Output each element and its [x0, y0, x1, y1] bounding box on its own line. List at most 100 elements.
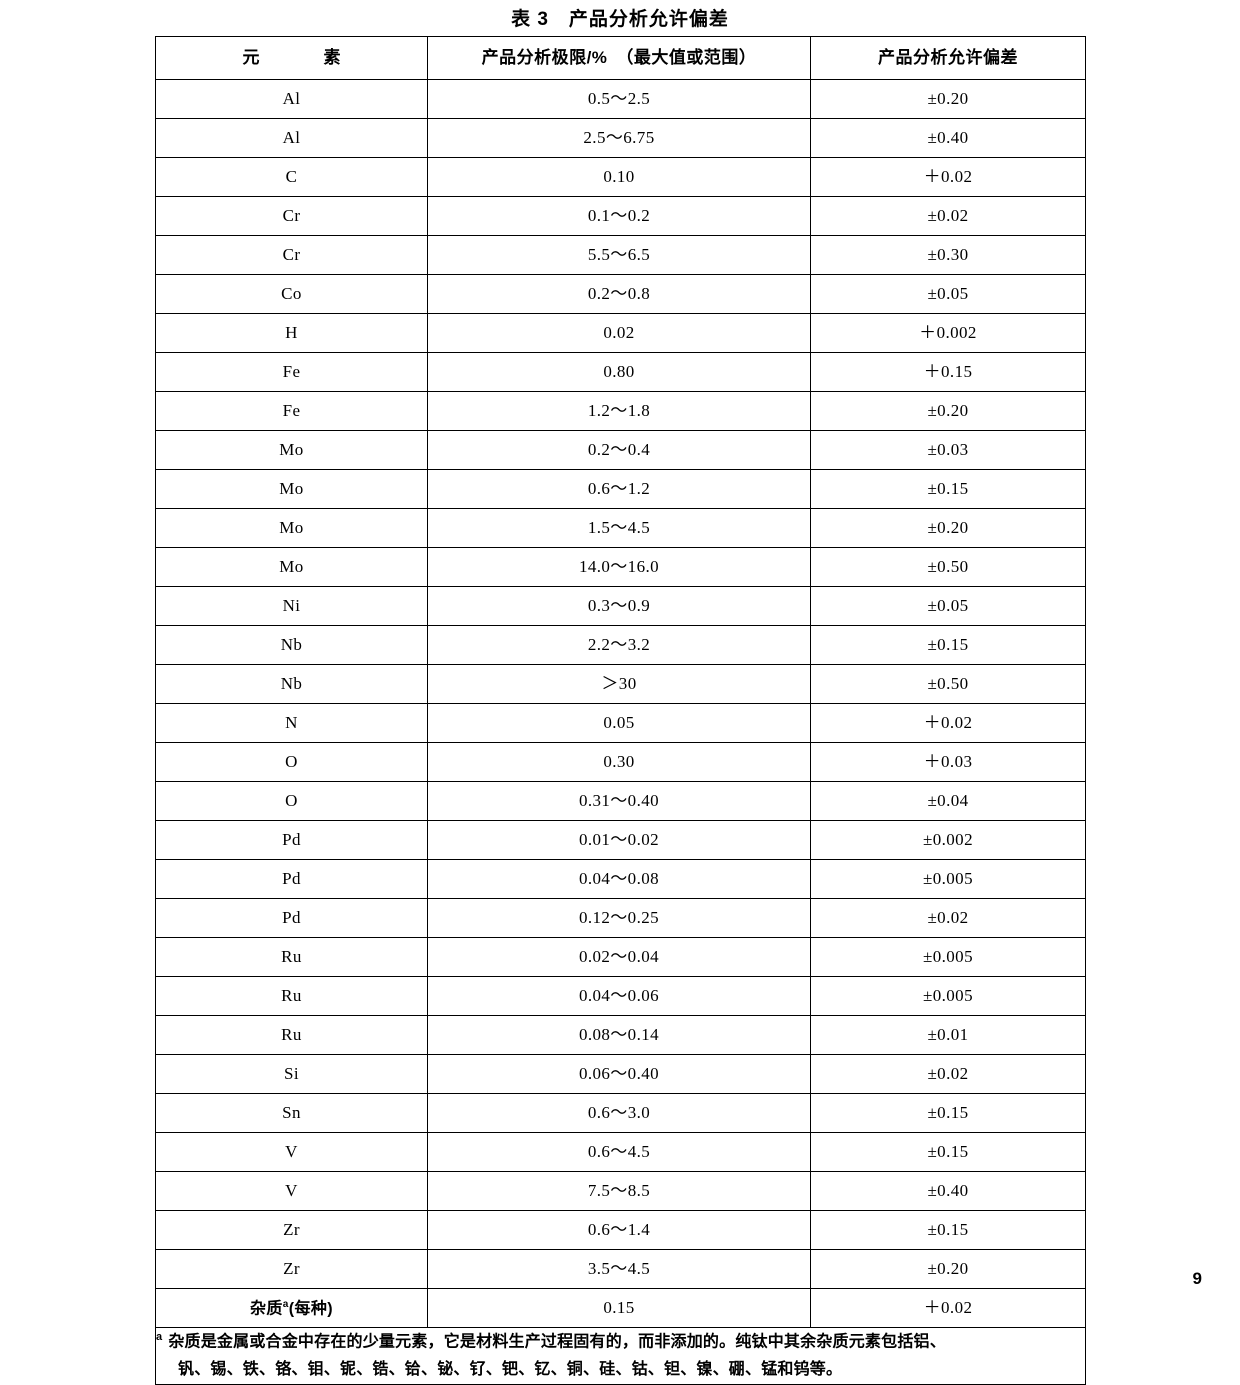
cell-analysis-limit: 0.06～0.40: [427, 1054, 811, 1094]
cell-allowable-tolerance: ±0.15: [810, 1093, 1086, 1133]
cell-allowable-tolerance: ±0.02: [810, 898, 1086, 938]
column-header-analysis-limit: 产品分析极限/% （最大值或范围）: [427, 36, 811, 80]
table-row: Nb 2.2～3.2 ±0.15: [155, 625, 1086, 665]
cell-element: Zr: [155, 1249, 428, 1289]
table-row: Ru 0.04～0.06 ±0.005: [155, 976, 1086, 1016]
cell-allowable-tolerance: ±0.005: [810, 976, 1086, 1016]
cell-allowable-tolerance: ±0.20: [810, 79, 1086, 119]
cell-element: Ru: [155, 976, 428, 1016]
cell-allowable-tolerance: ±0.50: [810, 664, 1086, 704]
table-row: O 0.31～0.40 ±0.04: [155, 781, 1086, 821]
cell-element: Ru: [155, 937, 428, 977]
table-row: H 0.02 ＋0.002: [155, 313, 1086, 353]
cell-allowable-tolerance: ±0.05: [810, 586, 1086, 626]
cell-element: Al: [155, 118, 428, 158]
cell-analysis-limit: 0.31～0.40: [427, 781, 811, 821]
table-row: Al 2.5～6.75 ±0.40: [155, 118, 1086, 158]
cell-analysis-limit: 0.3～0.9: [427, 586, 811, 626]
table-row: Pd 0.04～0.08 ±0.005: [155, 859, 1086, 899]
table-row: Sn 0.6～3.0 ±0.15: [155, 1093, 1086, 1133]
cell-element: Mo: [155, 430, 428, 470]
cell-analysis-limit: 1.2～1.8: [427, 391, 811, 431]
footnote-text: a 杂质是金属或合金中存在的少量元素，它是材料生产过程固有的，而非添加的。纯钛中其…: [156, 1328, 1085, 1384]
cell-allowable-tolerance: ＋0.02: [810, 1288, 1086, 1328]
impurity-each-label: (每种): [288, 1299, 334, 1317]
cell-allowable-tolerance: ±0.40: [810, 118, 1086, 158]
cell-allowable-tolerance: ±0.04: [810, 781, 1086, 821]
cell-analysis-limit: 0.30: [427, 742, 811, 782]
cell-element: Mo: [155, 547, 428, 587]
cell-allowable-tolerance: ＋0.002: [810, 313, 1086, 353]
cell-analysis-limit: 0.10: [427, 157, 811, 197]
cell-allowable-tolerance: ＋0.15: [810, 352, 1086, 392]
footnote-marker: a: [156, 1331, 163, 1343]
table-row: Pd 0.12～0.25 ±0.02: [155, 898, 1086, 938]
column-header-allowable-tolerance: 产品分析允许偏差: [810, 36, 1086, 80]
cell-analysis-limit: 0.05: [427, 703, 811, 743]
footnote-line-2: 钒、锡、铁、铬、钼、铌、锆、铪、铋、钌、钯、钇、铜、硅、钴、钽、镍、硼、锰和钨等…: [178, 1361, 843, 1379]
cell-allowable-tolerance: ±0.20: [810, 391, 1086, 431]
table-row: Cr 5.5～6.5 ±0.30: [155, 235, 1086, 275]
table-row-impurity: 杂质a(每种) 0.15 ＋0.02: [155, 1288, 1086, 1328]
table-row: Mo 0.6～1.2 ±0.15: [155, 469, 1086, 509]
table-row: V 7.5～8.5 ±0.40: [155, 1171, 1086, 1211]
cell-allowable-tolerance: ±0.15: [810, 469, 1086, 509]
cell-analysis-limit: 0.2～0.8: [427, 274, 811, 314]
cell-analysis-limit: 0.6～3.0: [427, 1093, 811, 1133]
document-page: 表 3 产品分析允许偏差 元 素 产品分析极限/% （最大值或范围） 产品分析允…: [155, 9, 1202, 1385]
cell-allowable-tolerance: ±0.20: [810, 508, 1086, 548]
table-row: Al 0.5～2.5 ±0.20: [155, 79, 1086, 119]
footnote-cell: a 杂质是金属或合金中存在的少量元素，它是材料生产过程固有的，而非添加的。纯钛中其…: [155, 1326, 1086, 1385]
cell-allowable-tolerance: ±0.30: [810, 235, 1086, 275]
cell-element: Cr: [155, 196, 428, 236]
cell-analysis-limit: 0.2～0.4: [427, 430, 811, 470]
cell-analysis-limit: 2.5～6.75: [427, 118, 811, 158]
cell-element: O: [155, 742, 428, 782]
cell-analysis-limit: 0.5～2.5: [427, 79, 811, 119]
table-row: Nb ＞30 ±0.50: [155, 664, 1086, 704]
table-row: Ru 0.02～0.04 ±0.005: [155, 937, 1086, 977]
table-row: Ni 0.3～0.9 ±0.05: [155, 586, 1086, 626]
table-row: Mo 14.0～16.0 ±0.50: [155, 547, 1086, 587]
cell-allowable-tolerance: ±0.02: [810, 196, 1086, 236]
cell-element: Co: [155, 274, 428, 314]
table-row: C 0.10 ＋0.02: [155, 157, 1086, 197]
cell-element: Mo: [155, 469, 428, 509]
cell-allowable-tolerance: ±0.02: [810, 1054, 1086, 1094]
cell-analysis-limit: 0.80: [427, 352, 811, 392]
cell-analysis-limit: 0.15: [427, 1288, 811, 1328]
table-row: Si 0.06～0.40 ±0.02: [155, 1054, 1086, 1094]
cell-element: V: [155, 1132, 428, 1172]
cell-element: Zr: [155, 1210, 428, 1250]
cell-element: Fe: [155, 352, 428, 392]
cell-element: Cr: [155, 235, 428, 275]
table-row: Fe 0.80 ＋0.15: [155, 352, 1086, 392]
cell-element: Ru: [155, 1015, 428, 1055]
product-analysis-tolerance-table: 元 素 产品分析极限/% （最大值或范围） 产品分析允许偏差 Al 0.5～2.5…: [155, 36, 1086, 1385]
cell-allowable-tolerance: ±0.005: [810, 859, 1086, 899]
cell-analysis-limit: ＞30: [427, 664, 811, 704]
cell-element: Pd: [155, 859, 428, 899]
cell-allowable-tolerance: ±0.15: [810, 625, 1086, 665]
cell-allowable-tolerance: ±0.03: [810, 430, 1086, 470]
cell-element: O: [155, 781, 428, 821]
table-row: Cr 0.1～0.2 ±0.02: [155, 196, 1086, 236]
cell-allowable-tolerance: ±0.005: [810, 937, 1086, 977]
cell-allowable-tolerance: ±0.40: [810, 1171, 1086, 1211]
cell-analysis-limit: 0.12～0.25: [427, 898, 811, 938]
table-row: V 0.6～4.5 ±0.15: [155, 1132, 1086, 1172]
table-row: Mo 0.2～0.4 ±0.03: [155, 430, 1086, 470]
cell-allowable-tolerance: ±0.002: [810, 820, 1086, 860]
cell-element: V: [155, 1171, 428, 1211]
footnote-line-1: 杂质是金属或合金中存在的少量元素，它是材料生产过程固有的，而非添加的。纯钛中其余…: [168, 1333, 946, 1351]
cell-element: Sn: [155, 1093, 428, 1133]
cell-allowable-tolerance: ±0.15: [810, 1132, 1086, 1172]
cell-allowable-tolerance: ±0.50: [810, 547, 1086, 587]
table-row: Pd 0.01～0.02 ±0.002: [155, 820, 1086, 860]
cell-analysis-limit: 0.02: [427, 313, 811, 353]
cell-element: Ni: [155, 586, 428, 626]
table-header-row: 元 素 产品分析极限/% （最大值或范围） 产品分析允许偏差: [155, 36, 1086, 80]
cell-allowable-tolerance: ±0.01: [810, 1015, 1086, 1055]
cell-allowable-tolerance: ±0.15: [810, 1210, 1086, 1250]
column-header-element: 元 素: [155, 36, 428, 80]
